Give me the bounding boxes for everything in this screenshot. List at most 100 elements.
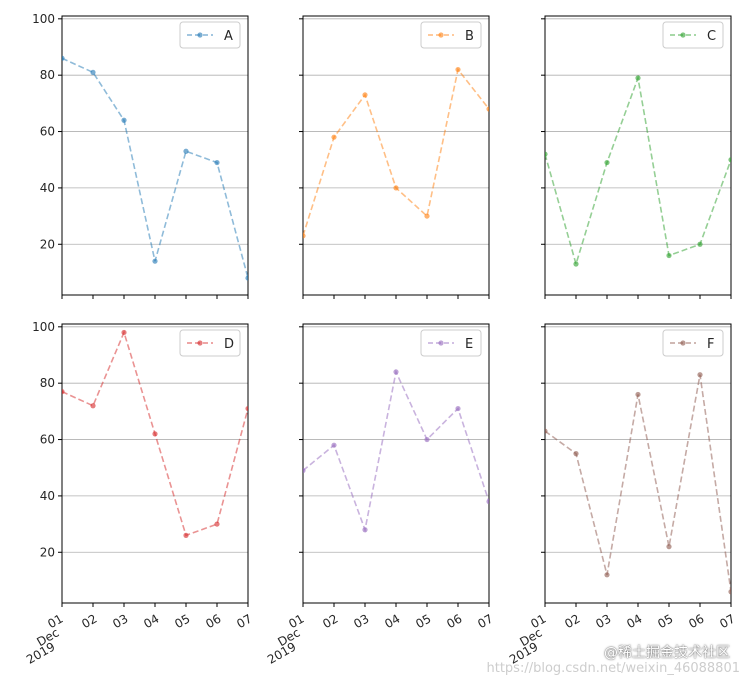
x-tick-label: 04 — [382, 611, 402, 631]
legend-marker — [680, 32, 686, 38]
data-point — [362, 527, 368, 533]
data-point — [331, 442, 337, 448]
x-tick-label: 03 — [110, 611, 130, 631]
x-tick-label: 04 — [624, 611, 644, 631]
y-tick-label: 100 — [32, 320, 55, 334]
data-point — [152, 431, 158, 437]
legend-box — [420, 329, 482, 357]
data-point — [604, 572, 610, 578]
data-point — [152, 258, 158, 264]
data-point — [183, 148, 189, 154]
x-tick-label: 03 — [351, 611, 371, 631]
legend-marker — [680, 340, 686, 346]
legend-label: A — [224, 29, 233, 44]
legend-box — [179, 329, 241, 357]
x-tick-label: 06 — [203, 611, 223, 631]
x-tick-label: 02 — [79, 611, 99, 631]
data-point — [245, 275, 248, 281]
x-tick-label: 07 — [475, 611, 495, 631]
x-tick-label: 05 — [413, 611, 433, 631]
axes-frame — [61, 323, 249, 604]
series-line-E — [303, 369, 489, 533]
data-point — [62, 389, 65, 395]
legend-box — [662, 21, 724, 49]
legend-label: F — [707, 337, 714, 352]
data-point — [697, 241, 703, 247]
legend-label: E — [465, 337, 473, 352]
data-point — [90, 69, 96, 75]
legend-label: B — [465, 29, 474, 44]
axes-frame — [61, 15, 249, 296]
data-point — [728, 157, 731, 163]
y-tick-label: 80 — [40, 68, 55, 82]
data-point — [545, 428, 548, 434]
data-point — [90, 403, 96, 409]
x-tick-label: 01 — [45, 611, 65, 631]
data-point — [697, 372, 703, 378]
data-point — [303, 467, 306, 474]
data-point — [214, 159, 220, 166]
axes-frame — [302, 15, 490, 296]
data-point — [455, 405, 461, 412]
data-point — [62, 55, 65, 61]
legend-box — [420, 21, 482, 49]
data-point — [393, 185, 399, 191]
x-tick-label: 06 — [444, 611, 464, 631]
data-point — [214, 521, 220, 527]
legend-marker — [438, 340, 444, 346]
data-point — [183, 532, 189, 538]
x-tick-label: 07 — [234, 611, 254, 631]
data-point — [573, 451, 579, 457]
data-point — [303, 233, 306, 239]
x-tick-label: 04 — [141, 611, 161, 631]
data-point — [424, 436, 430, 443]
subplot-A: 20 40 60 80 100 A — [32, 12, 249, 299]
x-tick-label: 05 — [172, 611, 192, 631]
data-point — [486, 498, 489, 505]
y-tick-label: 40 — [40, 181, 55, 195]
y-tick-label: 80 — [40, 376, 55, 390]
x-tick-label: 01 — [528, 611, 548, 631]
data-point — [728, 589, 731, 595]
data-point — [635, 391, 641, 398]
data-point — [573, 261, 579, 267]
data-point — [121, 329, 127, 336]
data-point — [486, 106, 489, 112]
series-line-B — [303, 67, 489, 237]
data-point — [455, 66, 461, 73]
data-point — [666, 544, 672, 550]
x-tick-label: 05 — [655, 611, 675, 631]
series-line-C — [545, 74, 731, 267]
legend-box — [179, 21, 241, 49]
data-point — [545, 151, 548, 157]
watermark-url: https://blog.csdn.net/weixin_46088801 — [486, 661, 740, 676]
legend-box — [662, 329, 724, 357]
data-point — [245, 405, 248, 412]
data-point — [666, 252, 672, 259]
x-tick-label: 01 — [286, 611, 306, 631]
data-point — [362, 92, 368, 98]
x-tick-label: 03 — [593, 611, 613, 631]
legend-marker — [438, 32, 444, 38]
x-tick-label: 06 — [686, 611, 706, 631]
series-line-F — [545, 374, 731, 592]
y-tick-label: 100 — [32, 12, 55, 26]
subplot-B: B — [299, 15, 490, 299]
y-tick-label: 20 — [40, 237, 55, 251]
legend-marker — [197, 32, 203, 38]
y-tick-label: 60 — [40, 433, 55, 447]
data-point — [121, 117, 127, 123]
legend-label: D — [224, 337, 234, 352]
data-point — [424, 213, 430, 219]
series-line-A — [62, 57, 248, 279]
x-tick-label: 02 — [320, 611, 340, 631]
y-tick-label: 20 — [40, 545, 55, 559]
y-tick-label: 60 — [40, 125, 55, 139]
legend-label: C — [707, 29, 716, 44]
legend-marker — [197, 340, 203, 346]
x-tick-label: 02 — [562, 611, 582, 631]
y-tick-label: 40 — [40, 489, 55, 503]
